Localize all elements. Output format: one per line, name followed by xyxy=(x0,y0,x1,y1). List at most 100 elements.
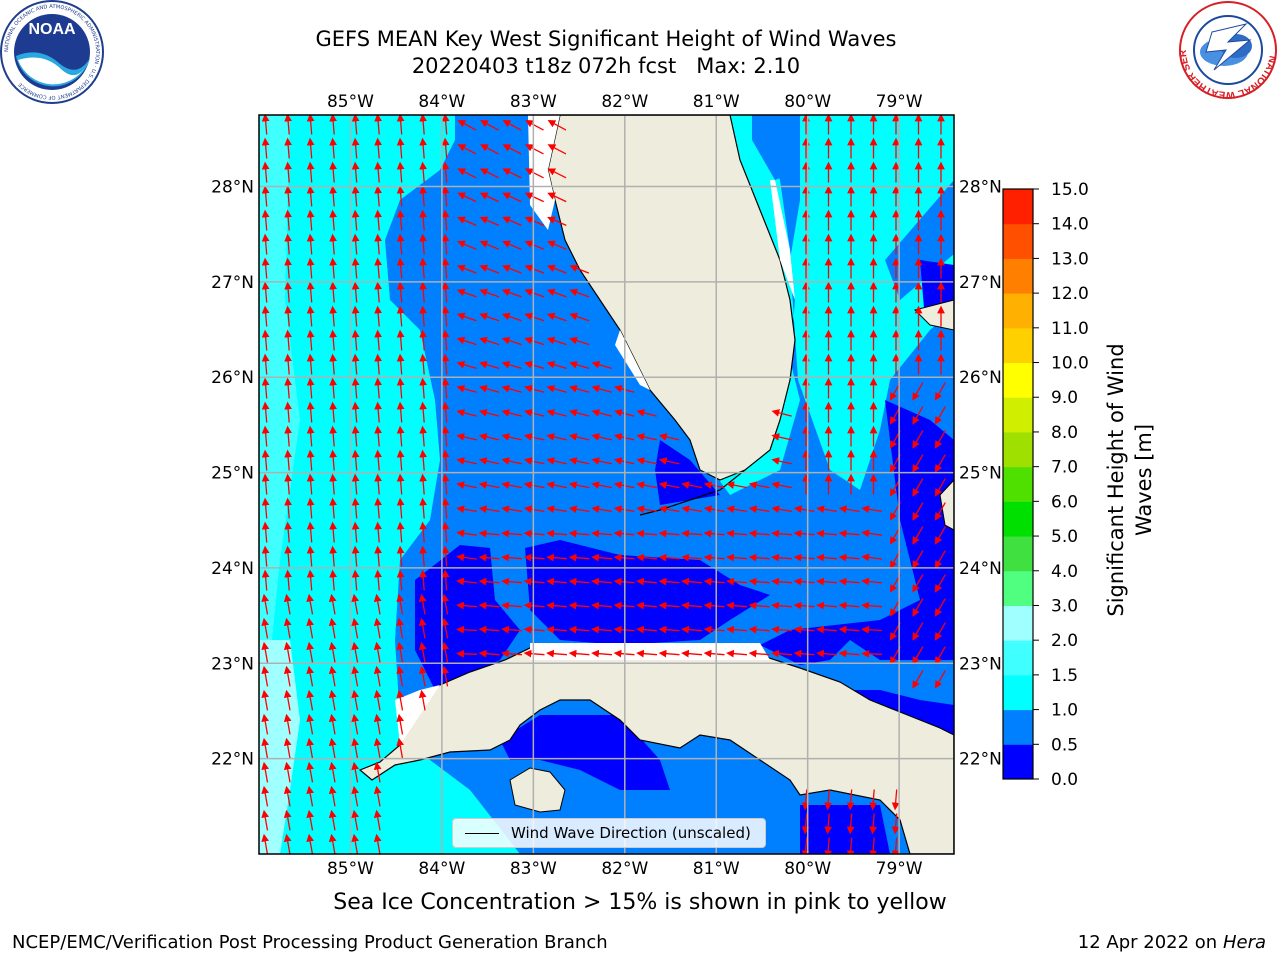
wind-arrow xyxy=(838,649,860,658)
wind-arrow xyxy=(771,625,793,634)
wind-arrow xyxy=(748,505,770,514)
wind-arrow xyxy=(374,401,383,423)
wind-arrow xyxy=(525,144,544,155)
wind-arrow xyxy=(546,409,567,417)
wind-arrow xyxy=(419,521,428,543)
wind-arrow xyxy=(351,569,360,591)
wind-arrow xyxy=(524,312,545,322)
lon-tick-bottom: 80°W xyxy=(784,859,831,879)
wind-arrow xyxy=(283,593,292,615)
lon-tick-top: 85°W xyxy=(327,92,374,112)
wind-arrow xyxy=(351,665,360,687)
wind-arrow xyxy=(374,329,383,351)
wind-arrow xyxy=(374,209,383,231)
wind-arrow xyxy=(636,481,658,489)
wind-arrow xyxy=(861,649,883,658)
wind-arrow xyxy=(306,449,315,471)
nws-logo: NATIONAL WEATHER SERVICE xyxy=(1176,0,1278,100)
wind-arrow xyxy=(861,625,883,634)
wind-arrow xyxy=(523,457,545,465)
wind-arrow xyxy=(456,409,477,417)
wind-arrow xyxy=(568,649,590,658)
wind-arrow xyxy=(525,120,544,131)
wind-arrow xyxy=(396,209,405,231)
wind-arrow xyxy=(502,120,522,131)
wind-arrow xyxy=(328,713,337,735)
wind-arrow xyxy=(591,433,612,441)
wind-arrow xyxy=(546,649,568,658)
wind-arrow xyxy=(524,240,545,250)
wind-arrow xyxy=(726,529,748,538)
wind-arrow xyxy=(328,665,337,687)
wind-arrow xyxy=(351,641,360,663)
wind-arrow xyxy=(546,264,567,274)
wind-arrow xyxy=(546,529,568,538)
colorbar-tick-label: 9.0 xyxy=(1051,388,1078,408)
wind-arrow xyxy=(328,833,337,854)
wind-arrow xyxy=(396,185,405,207)
wind-arrow xyxy=(457,120,477,131)
wind-arrow xyxy=(261,257,270,279)
wind-arrow xyxy=(793,529,815,538)
wind-arrow xyxy=(546,481,568,489)
wind-arrow xyxy=(283,833,292,854)
wind-arrow xyxy=(546,625,568,634)
wind-arrow xyxy=(547,240,567,250)
wind-arrow xyxy=(441,521,450,543)
wind-arrow xyxy=(441,401,450,423)
wind-arrow xyxy=(419,137,428,159)
wind-arrow xyxy=(546,312,567,322)
wind-arrow xyxy=(261,137,270,159)
wind-arrow xyxy=(547,216,567,226)
wind-arrow xyxy=(396,617,405,639)
wind-arrow xyxy=(524,192,544,203)
wind-arrow xyxy=(374,281,383,303)
wind-arrow xyxy=(748,529,770,538)
wind-arrow xyxy=(261,833,270,854)
wind-arrow xyxy=(912,478,924,497)
colorbar-swatch xyxy=(1003,744,1033,780)
wind-arrow xyxy=(261,473,270,495)
wind-arrow xyxy=(441,593,450,615)
wind-arrow xyxy=(793,553,815,562)
wind-arrow xyxy=(284,569,293,591)
wind-arrow xyxy=(284,545,293,567)
wind-arrow xyxy=(441,641,450,663)
wind-arrow xyxy=(329,257,338,279)
wind-arrow xyxy=(869,789,878,811)
wind-arrow xyxy=(306,425,315,447)
wind-direction-legend: Wind Wave Direction (unscaled) xyxy=(452,818,766,848)
wind-arrow xyxy=(261,761,270,783)
wind-arrow xyxy=(351,833,360,854)
wind-arrow xyxy=(547,120,567,131)
wind-arrow xyxy=(351,713,360,735)
wind-arrow xyxy=(793,649,815,658)
lon-tick-bottom: 79°W xyxy=(876,859,923,879)
wind-arrow xyxy=(591,505,613,514)
wind-arrow xyxy=(479,216,500,226)
wind-arrow xyxy=(396,353,405,375)
wind-arrow xyxy=(374,569,383,591)
wind-arrow xyxy=(329,521,338,543)
wind-arrow xyxy=(283,665,292,687)
wind-arrow xyxy=(456,336,477,346)
wind-arrow xyxy=(419,569,428,591)
wind-arrow xyxy=(726,649,748,658)
wind-arrow xyxy=(912,646,924,665)
wind-arrow xyxy=(441,497,450,519)
wind-arrow xyxy=(261,569,270,591)
wind-arrow xyxy=(261,233,270,255)
wind-arrow xyxy=(614,409,635,417)
wind-arrow xyxy=(373,761,382,783)
wind-arrow xyxy=(658,577,680,586)
wind-arrow xyxy=(306,329,315,351)
wind-arrow xyxy=(328,809,337,831)
wind-arrow xyxy=(793,505,815,514)
wind-arrow xyxy=(771,481,793,489)
wind-arrow xyxy=(328,593,337,615)
wind-arrow xyxy=(284,137,293,159)
wind-arrow xyxy=(456,625,478,634)
wind-arrow xyxy=(419,425,428,447)
wind-arrow xyxy=(501,577,523,586)
